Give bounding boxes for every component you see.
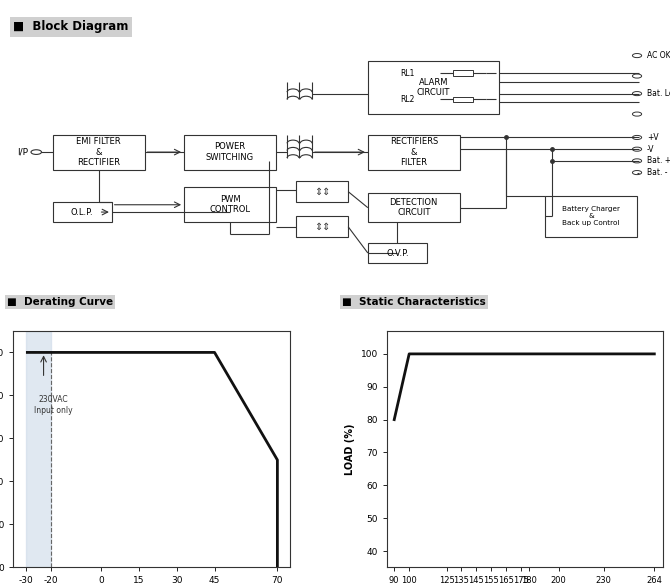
Text: O.V.P.: O.V.P. — [386, 249, 409, 257]
FancyBboxPatch shape — [53, 202, 112, 222]
Text: ⇕⇕: ⇕⇕ — [314, 187, 330, 197]
Y-axis label: LOAD (%): LOAD (%) — [345, 424, 355, 475]
Bar — [453, 97, 473, 102]
FancyBboxPatch shape — [368, 193, 460, 222]
Text: +V: +V — [647, 133, 659, 142]
Text: ■  Block Diagram: ■ Block Diagram — [13, 20, 129, 33]
Text: Bat. Low: Bat. Low — [647, 89, 670, 98]
Text: ■  Static Characteristics: ■ Static Characteristics — [342, 297, 486, 307]
Text: ■  Derating Curve: ■ Derating Curve — [7, 297, 113, 307]
Text: Battery Charger
&
Back up Control: Battery Charger & Back up Control — [562, 207, 620, 226]
FancyBboxPatch shape — [368, 61, 499, 114]
FancyBboxPatch shape — [184, 187, 276, 222]
Text: DETECTION
CIRCUIT: DETECTION CIRCUIT — [389, 198, 438, 218]
Text: 230VAC
Input only: 230VAC Input only — [34, 395, 72, 415]
Text: PWM
CONTROL: PWM CONTROL — [210, 195, 251, 215]
FancyBboxPatch shape — [545, 196, 637, 237]
Text: ALARM
CIRCUIT: ALARM CIRCUIT — [417, 78, 450, 98]
Text: RL2: RL2 — [401, 95, 415, 104]
Bar — [453, 70, 473, 76]
FancyBboxPatch shape — [295, 216, 348, 237]
FancyBboxPatch shape — [295, 181, 348, 202]
Text: O.L.P.: O.L.P. — [71, 208, 94, 216]
Text: AC OK: AC OK — [647, 51, 670, 60]
Text: I/P: I/P — [17, 147, 29, 157]
Text: RL1: RL1 — [401, 68, 415, 78]
FancyBboxPatch shape — [53, 135, 145, 170]
Bar — [26, 331, 51, 567]
Text: Bat. +: Bat. + — [647, 156, 670, 166]
Text: EMI FILTER
&
RECTIFIER: EMI FILTER & RECTIFIER — [76, 137, 121, 167]
Text: Bat. -: Bat. - — [647, 168, 667, 177]
Text: RECTIFIERS
&
FILTER: RECTIFIERS & FILTER — [390, 137, 438, 167]
Text: ⇕⇕: ⇕⇕ — [314, 222, 330, 232]
Text: POWER
SWITCHING: POWER SWITCHING — [206, 142, 254, 162]
FancyBboxPatch shape — [368, 135, 460, 170]
FancyBboxPatch shape — [368, 243, 427, 263]
Text: -V: -V — [647, 144, 655, 154]
FancyBboxPatch shape — [184, 135, 276, 170]
